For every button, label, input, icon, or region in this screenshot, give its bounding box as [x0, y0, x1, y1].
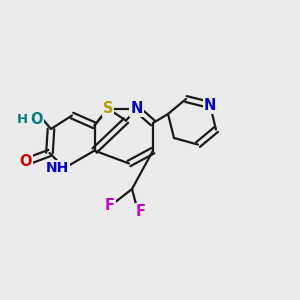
Text: O: O	[19, 154, 32, 169]
Text: N: N	[204, 98, 216, 112]
Text: F: F	[136, 204, 146, 219]
Text: -: -	[28, 112, 34, 126]
Text: N: N	[130, 101, 143, 116]
Text: H: H	[16, 112, 28, 126]
Text: F: F	[104, 198, 115, 213]
Text: NH: NH	[45, 161, 69, 175]
Text: S: S	[103, 101, 113, 116]
Text: O: O	[30, 112, 43, 127]
